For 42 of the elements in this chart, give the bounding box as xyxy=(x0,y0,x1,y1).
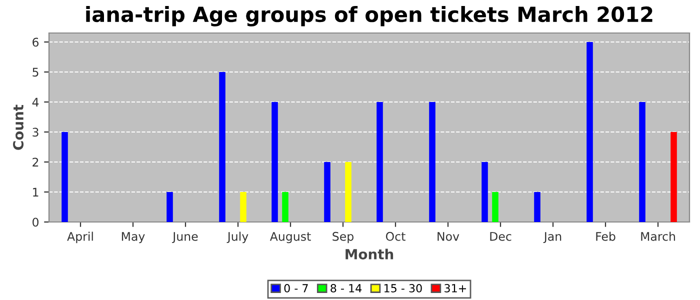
y-tick-label: 0 xyxy=(32,218,38,227)
bar xyxy=(492,192,498,222)
x-tick-label: April xyxy=(67,232,93,244)
bar xyxy=(429,102,436,222)
legend-label: 0 - 7 xyxy=(284,284,308,292)
x-axis-title: Month xyxy=(346,248,394,260)
y-tick-label: 5 xyxy=(32,68,38,77)
x-tick-label: Feb xyxy=(596,232,616,241)
bar xyxy=(534,192,540,222)
legend-label: 31+ xyxy=(444,284,466,292)
bar xyxy=(586,42,593,222)
x-tick-label: May xyxy=(122,232,145,244)
bar xyxy=(166,192,173,222)
bar xyxy=(345,162,352,222)
x-tick-label: August xyxy=(270,232,311,244)
legend-label: 15 - 30 xyxy=(384,284,422,292)
bar xyxy=(240,192,246,222)
x-tick-label: March xyxy=(641,232,675,241)
y-tick-label: 2 xyxy=(32,158,38,166)
bar xyxy=(482,162,488,222)
x-tick-label: July xyxy=(226,232,248,244)
x-tick-label: Oct xyxy=(386,232,406,241)
y-tick-label: 3 xyxy=(32,128,38,137)
bar xyxy=(62,132,68,222)
y-axis-title: Count xyxy=(13,104,24,150)
x-tick-label: June xyxy=(172,232,198,244)
bar xyxy=(324,162,330,222)
x-tick-label: Nov xyxy=(438,232,460,241)
x-tick-label: Jan xyxy=(543,232,562,244)
y-tick-label: 6 xyxy=(32,38,39,47)
bar xyxy=(282,192,288,222)
x-tick-label: Sep xyxy=(332,232,354,244)
bar xyxy=(376,102,383,222)
legend-label: 8 - 14 xyxy=(330,284,362,292)
bar xyxy=(272,102,278,222)
bar xyxy=(219,72,226,222)
y-tick-label: 4 xyxy=(32,98,39,106)
bar xyxy=(639,102,646,222)
chart-title: iana-trip Age groups of open tickets March 2012 xyxy=(86,6,652,26)
x-tick-label: Dec xyxy=(490,232,512,241)
y-tick-label: 1 xyxy=(33,188,38,196)
bar xyxy=(670,132,677,222)
